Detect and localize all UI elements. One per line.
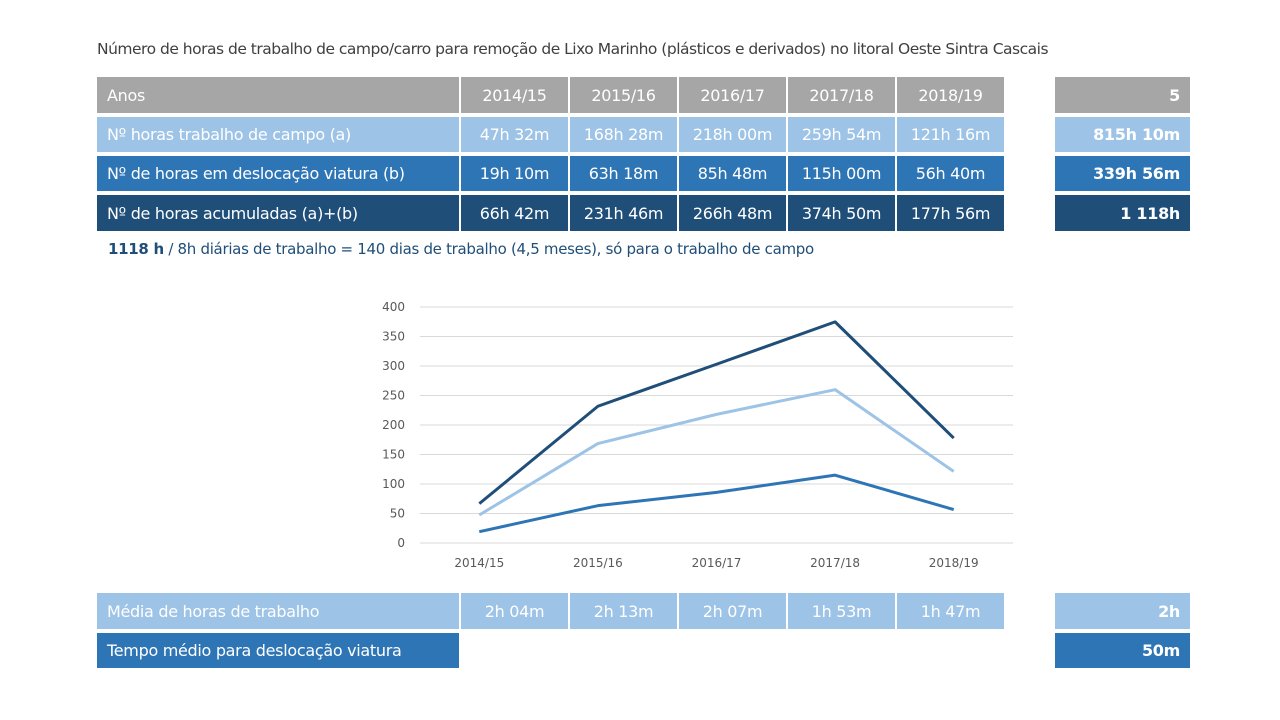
- avg-travel-label: Tempo médio para deslocação viatura: [97, 633, 459, 668]
- avg-work-value: 2h 04m: [461, 593, 568, 629]
- row-value: 56h 40m: [897, 156, 1004, 191]
- x-tick-label: 2014/15: [454, 556, 504, 570]
- y-tick-label: 200: [382, 418, 405, 432]
- summary-note: 1118 h / 8h diárias de trabalho = 140 di…: [108, 240, 814, 258]
- header-year: 2015/16: [570, 77, 677, 113]
- y-tick-label: 0: [397, 536, 405, 550]
- row-value: 266h 48m: [679, 195, 786, 231]
- avg-travel-total: 50m: [1055, 633, 1190, 668]
- avg-work-value: 1h 53m: [788, 593, 895, 629]
- header-year: 2017/18: [788, 77, 895, 113]
- avg-work-value: 2h 07m: [679, 593, 786, 629]
- row-total: 815h 10m: [1055, 117, 1190, 152]
- avg-work-label: Média de horas de trabalho: [97, 593, 459, 629]
- y-tick-label: 300: [382, 359, 405, 373]
- row-label: Nº de horas em deslocação viatura (b): [97, 156, 459, 191]
- x-tick-label: 2018/19: [929, 556, 979, 570]
- row-label: Nº de horas acumuladas (a)+(b): [97, 195, 459, 231]
- header-total: 5: [1055, 77, 1190, 113]
- row-value: 115h 00m: [788, 156, 895, 191]
- row-value: 85h 48m: [679, 156, 786, 191]
- header-label: Anos: [97, 77, 459, 113]
- row-total: 1 118h: [1055, 195, 1190, 231]
- series-line: [478, 473, 955, 534]
- row-value: 374h 50m: [788, 195, 895, 231]
- row-value: 168h 28m: [570, 117, 677, 152]
- note-bold: 1118 h: [108, 240, 164, 258]
- series-line: [478, 320, 955, 505]
- y-tick-label: 350: [382, 330, 405, 344]
- row-total: 339h 56m: [1055, 156, 1190, 191]
- slide-title: Número de horas de trabalho de campo/car…: [97, 40, 1049, 58]
- x-tick-label: 2015/16: [573, 556, 623, 570]
- y-tick-label: 100: [382, 477, 405, 491]
- row-value: 218h 00m: [679, 117, 786, 152]
- note-text: / 8h diárias de trabalho = 140 dias de t…: [163, 240, 814, 258]
- y-tick-label: 400: [382, 300, 405, 314]
- row-value: 63h 18m: [570, 156, 677, 191]
- row-value: 66h 42m: [461, 195, 568, 231]
- y-tick-label: 150: [382, 448, 405, 462]
- x-tick-label: 2017/18: [810, 556, 860, 570]
- avg-work-value: 2h 13m: [570, 593, 677, 629]
- row-value: 47h 32m: [461, 117, 568, 152]
- row-value: 19h 10m: [461, 156, 568, 191]
- avg-work-total: 2h: [1055, 593, 1190, 629]
- row-value: 121h 16m: [897, 117, 1004, 152]
- avg-work-value: 1h 47m: [897, 593, 1004, 629]
- header-year: 2016/17: [679, 77, 786, 113]
- row-value: 231h 46m: [570, 195, 677, 231]
- row-value: 177h 56m: [897, 195, 1004, 231]
- y-tick-label: 50: [390, 507, 405, 521]
- y-tick-label: 250: [382, 389, 405, 403]
- header-year: 2018/19: [897, 77, 1004, 113]
- x-tick-label: 2016/17: [692, 556, 742, 570]
- series-line: [478, 388, 955, 517]
- header-year: 2014/15: [461, 77, 568, 113]
- row-value: 259h 54m: [788, 117, 895, 152]
- row-label: Nº horas trabalho de campo (a): [97, 117, 459, 152]
